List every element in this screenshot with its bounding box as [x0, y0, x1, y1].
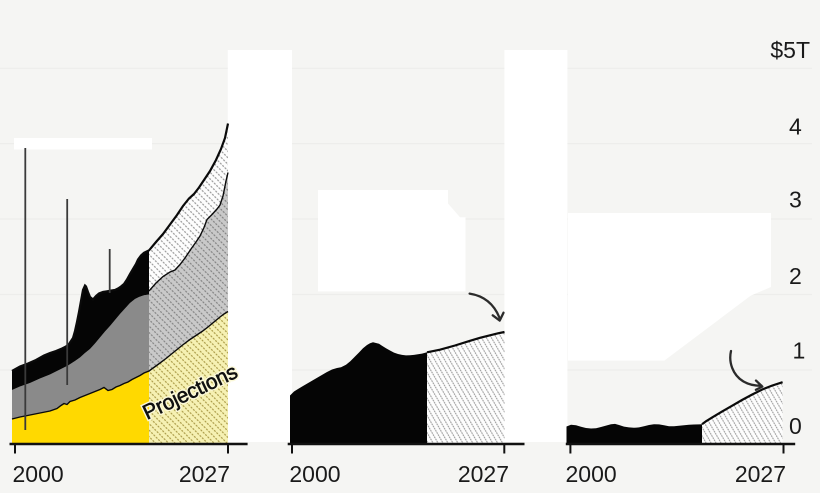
svg-text:2027: 2027: [735, 461, 786, 487]
svg-text:2027: 2027: [179, 461, 230, 487]
svg-text:2000: 2000: [289, 461, 340, 487]
svg-text:2: 2: [789, 263, 802, 289]
svg-text:3: 3: [789, 187, 802, 213]
svg-text:4: 4: [789, 114, 802, 140]
svg-text:$5T: $5T: [770, 37, 810, 63]
svg-text:1: 1: [793, 338, 806, 364]
svg-text:2027: 2027: [458, 461, 509, 487]
svg-text:2000: 2000: [13, 461, 64, 487]
svg-text:0: 0: [789, 413, 802, 439]
svg-text:2000: 2000: [566, 461, 617, 487]
